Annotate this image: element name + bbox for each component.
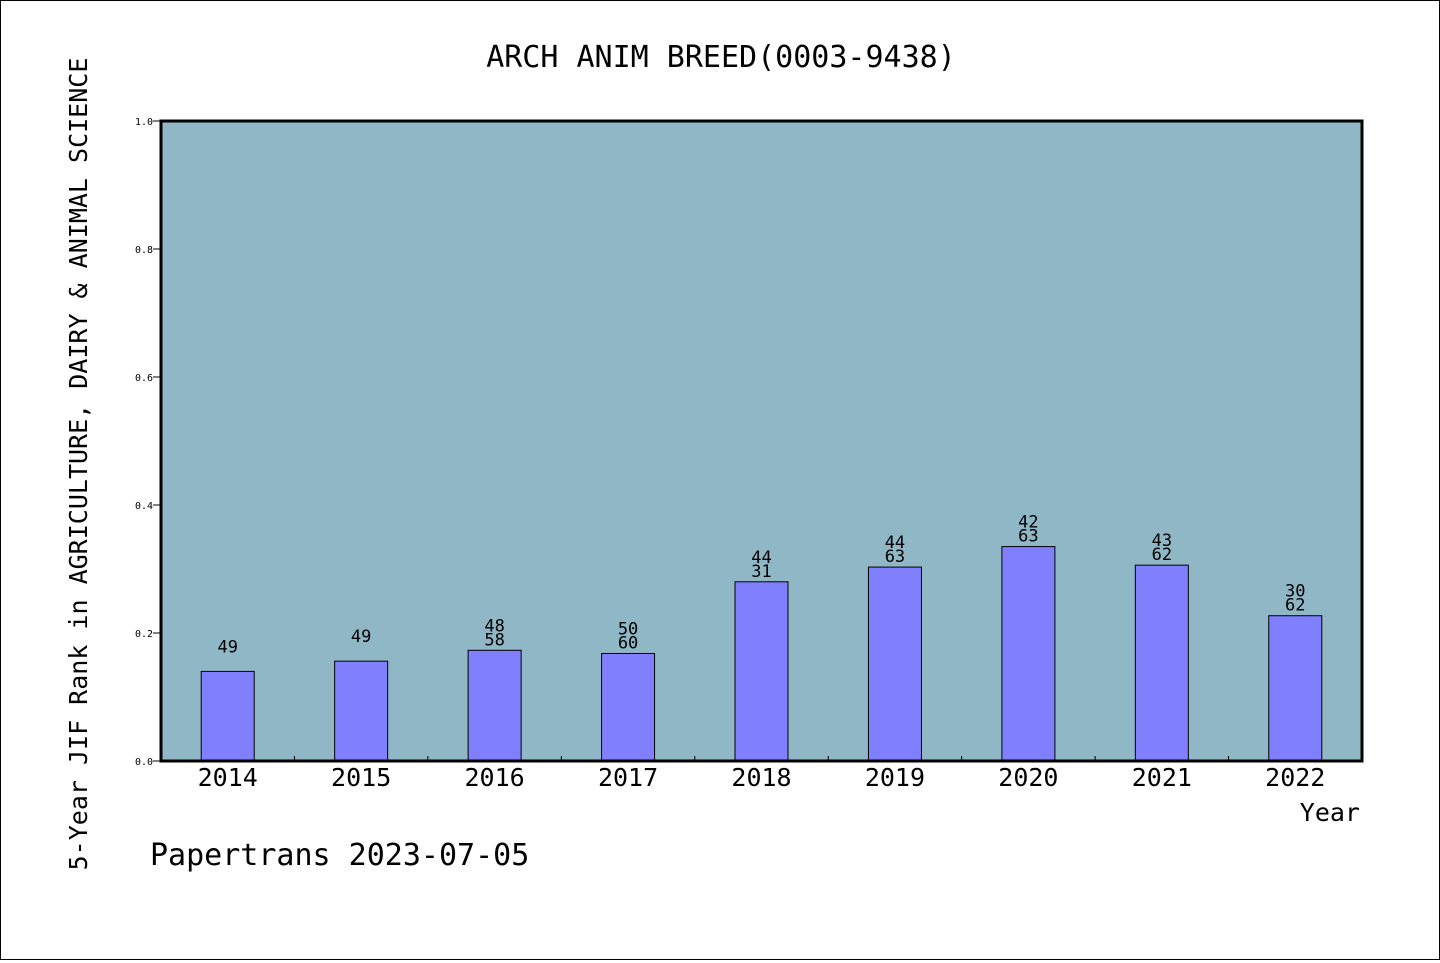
plot-frame [159, 119, 1364, 763]
bar-data-label: 44 [751, 548, 771, 568]
bar-data-label: 62 [1285, 596, 1305, 616]
bar-2018 [734, 581, 789, 762]
y-axis: 0.0 0.2 0.4 0.6 0.8 1.0 [135, 117, 161, 768]
y-tick-label: 0.4 [135, 501, 153, 512]
bar-data-label: 50 [618, 619, 638, 639]
bar-data-label: 63 [885, 547, 905, 567]
y-tick-label: 0.8 [135, 245, 153, 256]
x-tick-label: 2016 [465, 763, 525, 792]
x-axis: 2014 2015 2016 2017 2018 2019 2020 2021 2022 [198, 756, 1325, 792]
footer-credit: Papertrans 2023-07-05 [150, 838, 529, 873]
bar-data-label: 44 [885, 533, 905, 553]
bars-layer [200, 546, 1323, 762]
x-axis-label: Year [1300, 798, 1360, 827]
x-tick-label: 2018 [731, 763, 791, 792]
x-tick-label: 2020 [998, 763, 1058, 792]
y-tick-label: 1.0 [135, 117, 153, 128]
bar-data-label: 49 [217, 637, 237, 657]
x-tick-label: 2022 [1265, 763, 1325, 792]
bar-2015 [334, 660, 389, 762]
bar-2020 [1001, 546, 1056, 762]
bar-data-label: 58 [484, 630, 504, 650]
y-tick-label: 0.2 [135, 629, 153, 640]
y-tick-label: 0.0 [135, 757, 153, 768]
x-tick-label: 2015 [331, 763, 391, 792]
chart-title: ARCH ANIM BREED(0003-9438) [486, 40, 956, 75]
bar-data-label: 31 [751, 562, 771, 582]
bar-data-label: 60 [618, 633, 638, 653]
bar-data-label: 43 [1152, 531, 1172, 551]
bar-2016 [467, 649, 522, 762]
x-tick-label: 2019 [865, 763, 925, 792]
x-tick-label: 2017 [598, 763, 658, 792]
x-tick-label: 2014 [198, 763, 258, 792]
y-tick-label: 0.6 [135, 373, 153, 384]
bar-data-label: 63 [1018, 527, 1038, 547]
bar-2019 [867, 566, 922, 762]
x-tick-label: 2021 [1132, 763, 1192, 792]
bar-2017 [601, 652, 656, 762]
bar-data-label: 62 [1152, 545, 1172, 565]
bar-data-label: 42 [1018, 513, 1038, 533]
bar-data-label: 30 [1285, 582, 1305, 602]
bar-data-label: 48 [484, 616, 504, 636]
bar-2014 [200, 670, 255, 762]
bar-2022 [1268, 615, 1323, 762]
y-axis-label: 5-Year JIF Rank in AGRICULTURE, DAIRY & … [64, 58, 93, 871]
bar-2021 [1134, 564, 1189, 762]
bar-data-label: 49 [351, 627, 371, 647]
